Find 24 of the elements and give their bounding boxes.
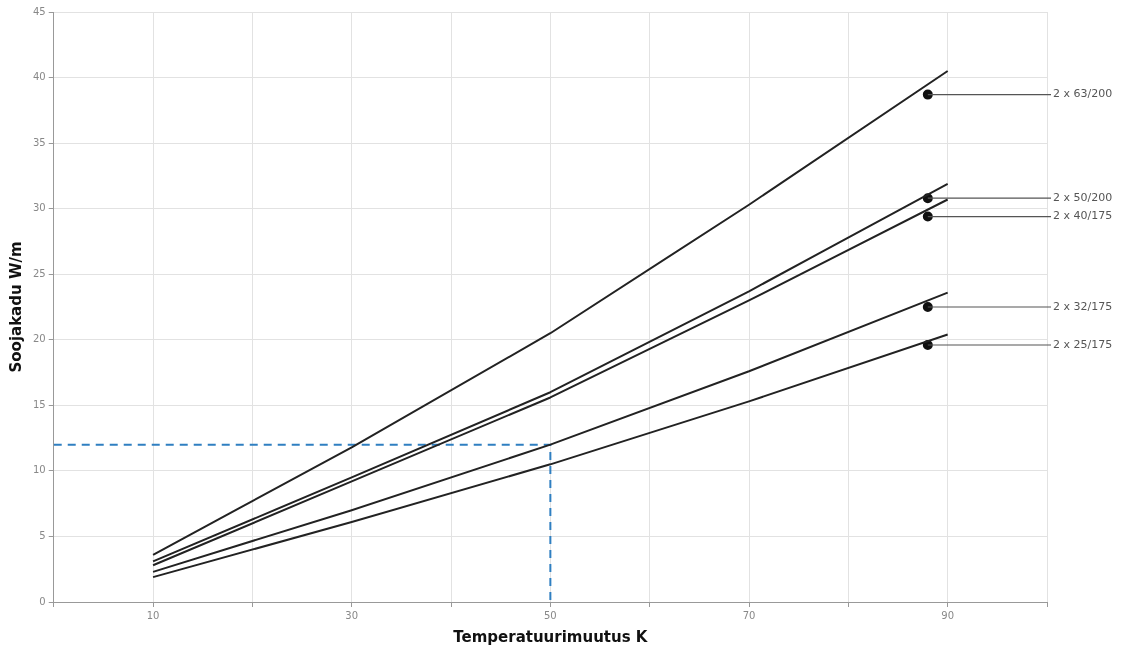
x-tick-label: 10 (146, 609, 160, 621)
x-tick-label: 70 (742, 609, 756, 621)
y-tick-label: 35 (32, 136, 46, 148)
text: 2 x 32/175 (1053, 299, 1113, 313)
x-tick-label: 30 (345, 609, 359, 621)
y-tick-label: 0 (39, 595, 46, 607)
x-axis-title: Temperatuurimuutus K (453, 627, 649, 646)
y-tick-label: 45 (32, 5, 46, 17)
y-tick-label: 20 (32, 333, 46, 345)
y-axis-title: Soojakadu W/m (6, 241, 25, 373)
text: 2 x 40/175 (1053, 209, 1113, 223)
y-tick-label: 40 (32, 71, 46, 83)
y-tick-label: 25 (32, 267, 46, 279)
text: 2 x 25/175 (1053, 337, 1113, 351)
point (922, 211, 933, 222)
text: 2 x 63/200 (1053, 87, 1113, 101)
y-tick-label: 5 (39, 530, 46, 542)
y-tick-label: 10 (32, 464, 46, 476)
x-tick-label: 50 (544, 609, 557, 621)
y-tick-label: 30 (32, 202, 46, 214)
y-tick-label: 15 (32, 398, 46, 410)
text: 2 x 50/200 (1053, 191, 1113, 205)
x-tick-label: 90 (941, 609, 955, 621)
point (922, 89, 933, 100)
